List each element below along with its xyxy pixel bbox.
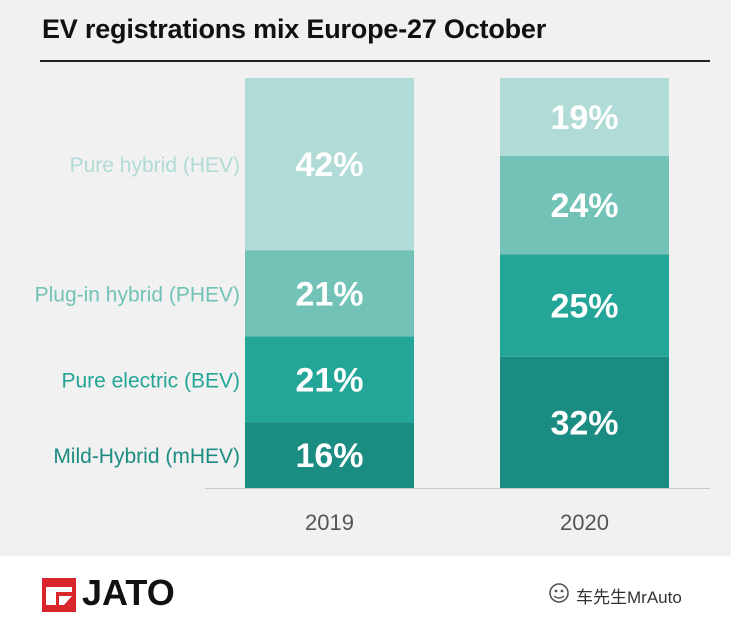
legend-label-pure-electric-bev: Pure electric (BEV) xyxy=(61,369,240,392)
x-tick-label-2019: 2019 xyxy=(305,510,354,535)
bar-2019-pure-hybrid-hev xyxy=(245,78,414,251)
data-label-2019-pure-hybrid-hev: 42% xyxy=(295,146,363,184)
x-tick-label-2020: 2020 xyxy=(560,510,609,535)
wechat-icon xyxy=(549,583,569,603)
title-divider xyxy=(40,60,710,62)
data-label-2020-pure-hybrid-hev: 19% xyxy=(550,99,618,137)
watermark-text: 车先生MrAuto xyxy=(576,588,682,607)
legend-label-mild-hybrid-mhev: Mild-Hybrid (mHEV) xyxy=(53,445,240,468)
brand-logo-text: JATO xyxy=(82,572,175,613)
data-label-2020-plug-in-hybrid-phev: 24% xyxy=(550,187,618,225)
bar-2020-plug-in-hybrid-phev xyxy=(500,155,669,255)
footer: JATO 车先生MrAuto xyxy=(0,556,731,631)
data-label-2020-mild-hybrid-mhev: 32% xyxy=(550,404,618,442)
bar-2020-pure-hybrid-hev xyxy=(500,78,669,156)
stacked-bar-chart: 16% 21% 21% 42% 2019 32% 25% 24% 19% 2020 Mild-Hyb… xyxy=(35,78,710,535)
data-label-2019-plug-in-hybrid-phev: 21% xyxy=(295,275,363,313)
legend-label-plug-in-hybrid-phev: Plug-in hybrid (PHEV) xyxy=(35,283,240,306)
jato-logo-icon xyxy=(42,578,76,612)
bar-2019-pure-electric-bev xyxy=(245,336,414,423)
bar-2020-mild-hybrid-mhev xyxy=(500,356,669,488)
bar-2019-mild-hybrid-mhev xyxy=(245,422,414,488)
chart-panel: EV registrations mix Europe-27 October 1… xyxy=(0,0,731,556)
bar-2019-plug-in-hybrid-phev xyxy=(245,250,414,337)
bar-2020-pure-electric-bev xyxy=(500,254,669,357)
legend-label-pure-hybrid-hev: Pure hybrid (HEV) xyxy=(70,154,240,177)
chart-title: EV registrations mix Europe-27 October xyxy=(42,14,547,44)
data-label-2019-mild-hybrid-mhev: 16% xyxy=(295,437,363,475)
data-label-2019-pure-electric-bev: 21% xyxy=(295,361,363,399)
data-label-2020-pure-electric-bev: 25% xyxy=(550,288,618,326)
